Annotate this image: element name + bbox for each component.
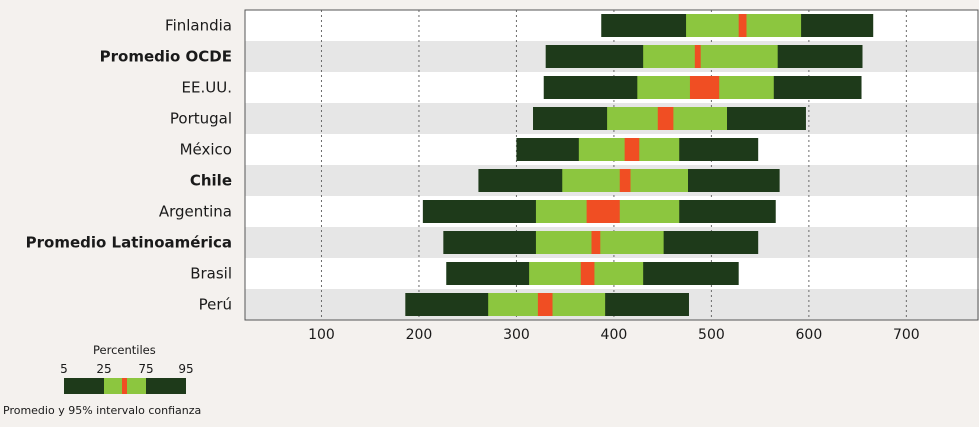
category-label: México bbox=[180, 141, 232, 159]
bar-row bbox=[405, 293, 689, 316]
plot-frame bbox=[244, 9, 979, 321]
bar-row bbox=[601, 14, 874, 37]
bar-mean-ci bbox=[657, 107, 674, 130]
category-label: Promedio OCDE bbox=[100, 48, 232, 66]
x-tick-label: 400 bbox=[601, 327, 628, 343]
category-label: Perú bbox=[199, 296, 232, 314]
bar-row bbox=[443, 231, 759, 254]
x-tick-label: 300 bbox=[503, 327, 530, 343]
bar-row bbox=[516, 138, 759, 161]
bar-mean-ci bbox=[689, 76, 720, 99]
bar-row bbox=[533, 107, 806, 130]
bar-mean-ci bbox=[694, 45, 701, 68]
category-label: EE.UU. bbox=[182, 79, 232, 97]
x-tick-label: 500 bbox=[698, 327, 725, 343]
bar-row bbox=[422, 200, 776, 223]
category-label: Portugal bbox=[170, 110, 232, 128]
legend-swatch-p5-p25 bbox=[64, 378, 104, 394]
x-tick-label: 600 bbox=[796, 327, 823, 343]
legend-caption: Promedio y 95% intervalo confianza bbox=[3, 404, 201, 417]
legend-tick-label: 25 bbox=[96, 362, 111, 376]
legend-swatch-mean-ci bbox=[122, 378, 127, 394]
bar-mean-ci bbox=[738, 14, 747, 37]
legend-swatch-p75-p95 bbox=[146, 378, 186, 394]
bar-mean-ci bbox=[591, 231, 601, 254]
bar-row bbox=[478, 169, 780, 192]
x-tick-label: 200 bbox=[406, 327, 433, 343]
category-label: Brasil bbox=[190, 265, 232, 283]
bar-row bbox=[543, 76, 862, 99]
legend-tick-label: 75 bbox=[138, 362, 153, 376]
category-label: Finlandia bbox=[165, 17, 232, 35]
bar-mean-ci bbox=[580, 262, 595, 285]
category-label: Argentina bbox=[159, 203, 232, 221]
legend-tick-label: 5 bbox=[60, 362, 68, 376]
bar-row bbox=[446, 262, 739, 285]
legend-tick-label: 95 bbox=[178, 362, 193, 376]
x-tick-label: 100 bbox=[308, 327, 335, 343]
legend-title: Percentiles bbox=[93, 343, 156, 357]
bar-mean-ci bbox=[619, 169, 631, 192]
category-label: Chile bbox=[190, 172, 232, 190]
category-label: Promedio Latinoamérica bbox=[26, 234, 232, 252]
bar-row bbox=[545, 45, 863, 68]
legend: Percentiles 5 25 75 95 Promedio y 95% inter… bbox=[3, 343, 201, 417]
bar-mean-ci bbox=[624, 138, 640, 161]
bar-p25-p75 bbox=[643, 45, 778, 68]
bar-mean-ci bbox=[537, 293, 553, 316]
bar-mean-ci bbox=[586, 200, 620, 223]
x-tick-label: 700 bbox=[893, 327, 920, 343]
